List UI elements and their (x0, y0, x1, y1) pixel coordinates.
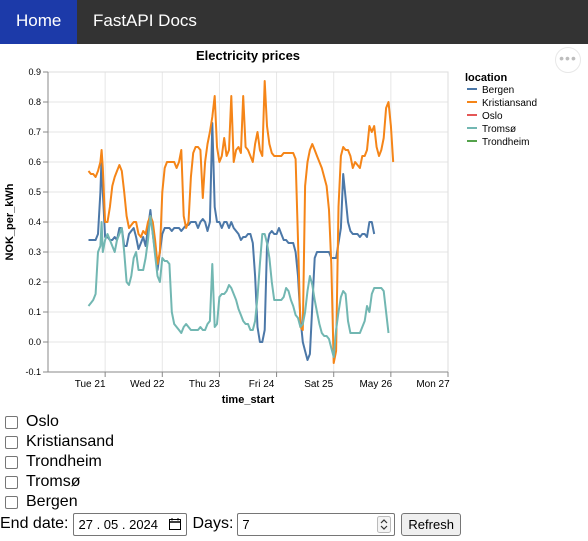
chart-title: Electricity prices (196, 48, 300, 63)
location-option[interactable]: Kristiansand (4, 432, 114, 452)
x-tick-label: Wed 22 (130, 379, 165, 390)
location-option[interactable]: Trondheim (4, 452, 114, 472)
chart-axes: -0.1 0.0 0.1 0.2 0.3 0.4 0.5 0.6 0.7 0.8 0.9 Tue 21… (25, 67, 450, 390)
y-tick-label: 0.3 (28, 247, 41, 257)
location-option[interactable]: Oslo (4, 412, 114, 432)
location-checkbox[interactable] (5, 475, 18, 489)
location-label: Kristiansand (26, 433, 115, 450)
chart-legend: Bergen Kristiansand Oslo Tromsø Trondheim (467, 85, 537, 148)
series-line-tromsø (87, 215, 390, 358)
electricity-price-chart: Electricity prices -0.1 0.0 0.1 0.2 0.3 0.4 0.… (4, 48, 537, 406)
x-tick-label: May 26 (359, 379, 392, 390)
x-tick-label: Sat 25 (304, 379, 333, 390)
location-checkbox[interactable] (5, 495, 18, 509)
y-tick-label: -0.1 (25, 367, 41, 377)
series-line-bergen (88, 122, 376, 361)
location-label: Bergen (26, 493, 78, 510)
end-date-label: End date: (0, 515, 69, 532)
end-date-input[interactable]: 27 . 05 . 2024 (72, 512, 187, 536)
top-navbar: Home FastAPI Docs (0, 0, 588, 44)
location-checkbox[interactable] (5, 455, 18, 469)
days-label: Days: (192, 515, 234, 532)
end-date-value: 27 . 05 . 2024 (78, 516, 159, 532)
chart-series (87, 80, 395, 364)
location-option[interactable]: Tromsø (4, 472, 114, 492)
legend-label: Bergen (482, 85, 514, 96)
calendar-icon[interactable] (168, 517, 181, 530)
y-tick-label: 0.6 (28, 157, 41, 167)
x-axis-title: time_start (222, 394, 275, 406)
x-tick-label: Tue 21 (75, 379, 106, 390)
location-checkbox-list: Oslo Kristiansand Trondheim Tromsø Bergen (4, 412, 114, 512)
y-tick-label: 0.1 (28, 307, 41, 317)
legend-label: Trondheim (482, 137, 529, 148)
y-tick-label: 0.9 (28, 67, 41, 77)
query-controls: End date: 27 . 05 . 2024 Days: 7 Refresh (0, 512, 461, 536)
nav-docs-link[interactable]: FastAPI Docs (93, 11, 197, 30)
location-label: Oslo (26, 413, 59, 430)
y-tick-label: 0.4 (28, 217, 41, 227)
nav-home-link[interactable]: Home (0, 0, 77, 44)
location-label: Trondheim (26, 453, 102, 470)
location-label: Tromsø (26, 473, 81, 490)
location-option[interactable]: Bergen (4, 492, 114, 512)
legend-label: Kristiansand (482, 98, 537, 109)
y-tick-label: 0.7 (28, 127, 41, 137)
y-tick-label: 0.2 (28, 277, 41, 287)
chart-actions-more-icon[interactable]: ••• (555, 47, 581, 73)
location-checkbox[interactable] (5, 415, 18, 429)
legend-label: Oslo (482, 111, 503, 122)
y-tick-label: 0.8 (28, 97, 41, 107)
y-axis-title: NOK_per_kWh (4, 183, 16, 260)
x-tick-label: Mon 27 (416, 379, 450, 390)
days-input[interactable]: 7 (237, 512, 396, 536)
series-line-kristiansand (87, 80, 395, 364)
y-tick-label: 0.0 (28, 337, 41, 347)
location-checkbox[interactable] (5, 435, 18, 449)
refresh-button[interactable]: Refresh (401, 512, 461, 536)
number-stepper-icon[interactable] (377, 515, 392, 533)
days-value: 7 (242, 516, 250, 532)
x-tick-label: Fri 24 (249, 379, 275, 390)
x-tick-label: Thu 23 (189, 379, 221, 390)
legend-title: location (465, 72, 507, 84)
legend-label: Tromsø (482, 124, 516, 135)
y-tick-label: 0.5 (28, 187, 41, 197)
